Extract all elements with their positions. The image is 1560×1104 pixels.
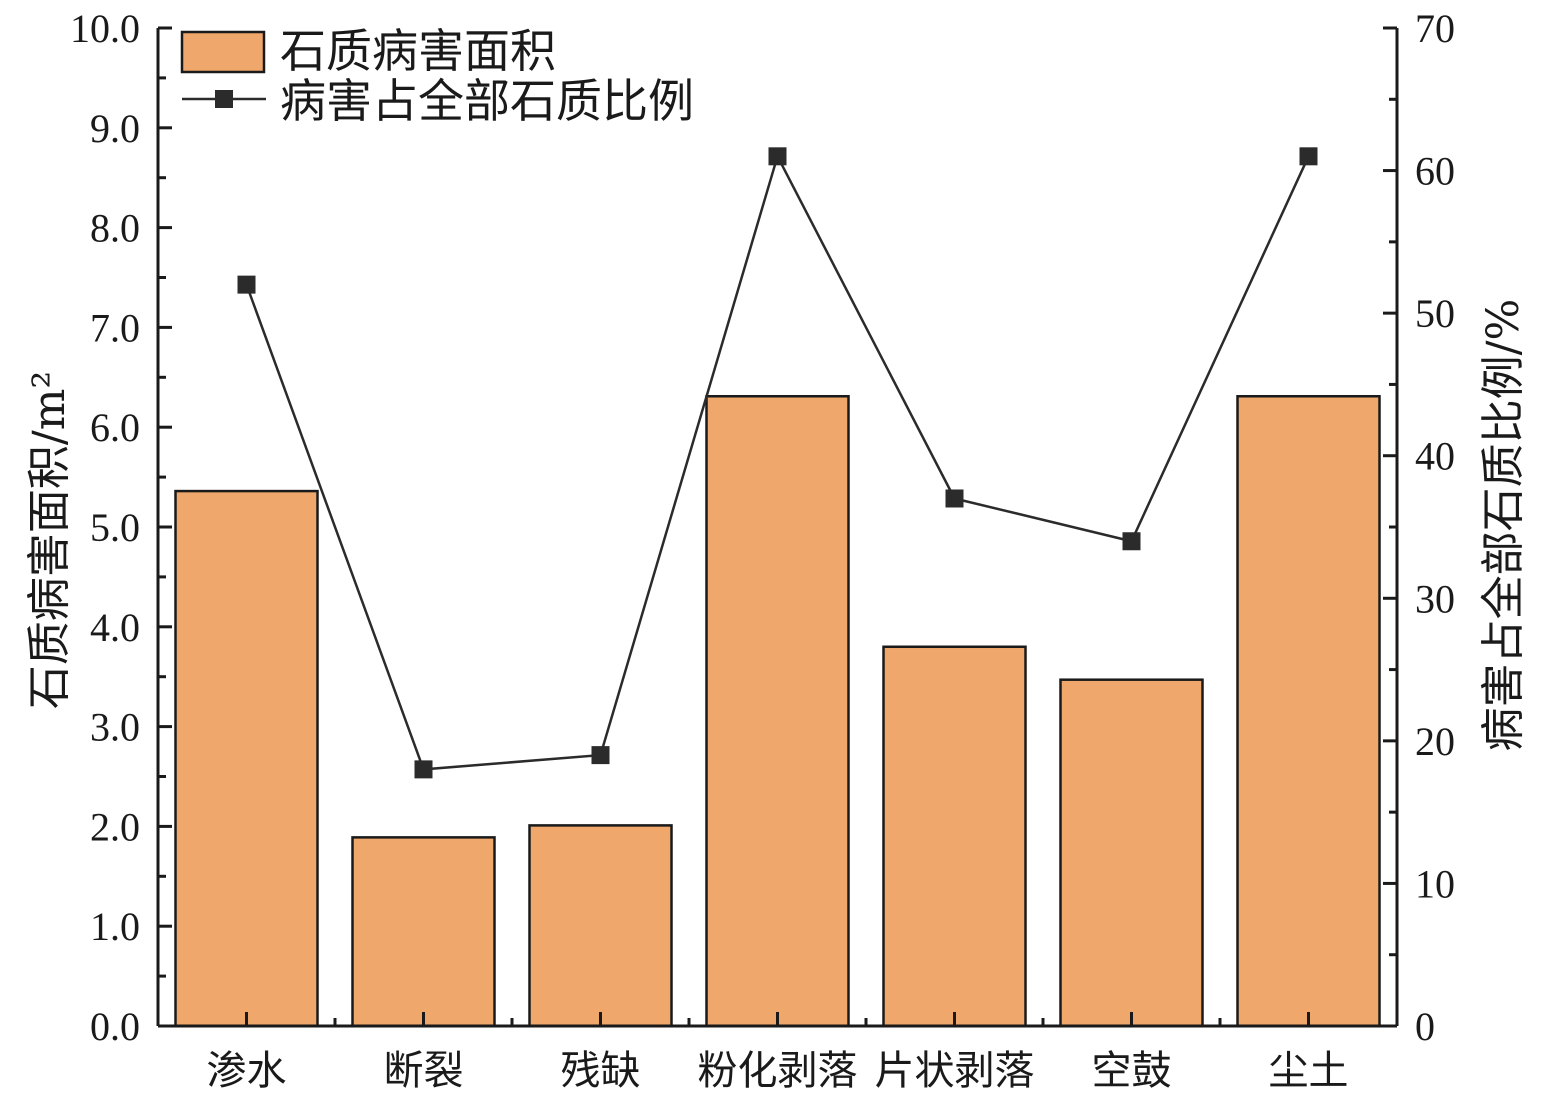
right-axis-title: 病害占全部石质比例/% [1478, 299, 1529, 752]
right-tick-label: 60 [1415, 149, 1455, 194]
legend-swatch-marker [215, 90, 233, 108]
bar-7 [1236, 395, 1381, 1028]
axes: 0.0 1.0 2.0 3.0 4.0 5.0 6.0 7.0 8.0 9.0 10.0 0 10 20 3… [70, 6, 1455, 1094]
left-tick-label: 1.0 [90, 904, 140, 949]
category-label: 粉化剥落 [698, 1048, 858, 1094]
bar-5 [882, 645, 1027, 1028]
ratio-marker-5 [945, 489, 964, 508]
category-label: 渗水 [207, 1048, 287, 1094]
left-tick-label: 4.0 [90, 605, 140, 650]
category-label: 残缺 [561, 1048, 641, 1094]
legend: 石质病害面积 病害占全部石质比例 [180, 24, 694, 128]
right-tick-label: 40 [1415, 434, 1455, 479]
left-tick-label: 7.0 [90, 305, 140, 350]
ratio-marker-3 [591, 746, 610, 765]
line-series [237, 147, 1318, 779]
left-tick-label: 8.0 [90, 206, 140, 251]
ratio-marker-6 [1122, 532, 1141, 551]
ratio-marker-1 [237, 275, 256, 294]
right-tick-label: 0 [1415, 1004, 1435, 1049]
left-tick-label: 5.0 [90, 505, 140, 550]
bar-3 [528, 824, 673, 1028]
left-tick-label: 3.0 [90, 705, 140, 750]
legend-swatch-bar [180, 30, 266, 74]
left-tick-label: 0.0 [90, 1004, 140, 1049]
right-tick-label: 20 [1415, 719, 1455, 764]
left-tick-label: 10.0 [70, 6, 140, 51]
right-tick-label: 10 [1415, 861, 1455, 906]
right-tick-label: 70 [1415, 6, 1455, 51]
bar-series [174, 395, 1381, 1028]
bar-6 [1059, 678, 1204, 1028]
ratio-marker-7 [1299, 147, 1318, 166]
right-tick-label: 30 [1415, 576, 1455, 621]
left-tick-label: 9.0 [90, 106, 140, 151]
bar-4 [705, 395, 850, 1028]
legend-label-bar: 石质病害面积 [280, 24, 556, 78]
left-tick-label: 6.0 [90, 405, 140, 450]
ratio-marker-4 [768, 147, 787, 166]
legend-label-line: 病害占全部石质比例 [280, 74, 694, 128]
category-label: 尘土 [1269, 1048, 1349, 1094]
category-label: 断裂 [384, 1048, 464, 1094]
bar-1 [174, 489, 319, 1028]
left-tick-label: 2.0 [90, 804, 140, 849]
category-label: 片状剥落 [875, 1048, 1035, 1094]
bar-2 [351, 836, 496, 1028]
left-axis-title: 石质病害面积/m² [24, 371, 75, 709]
right-tick-label: 50 [1415, 291, 1455, 336]
ratio-marker-2 [414, 760, 433, 779]
category-label: 空鼓 [1092, 1048, 1172, 1094]
